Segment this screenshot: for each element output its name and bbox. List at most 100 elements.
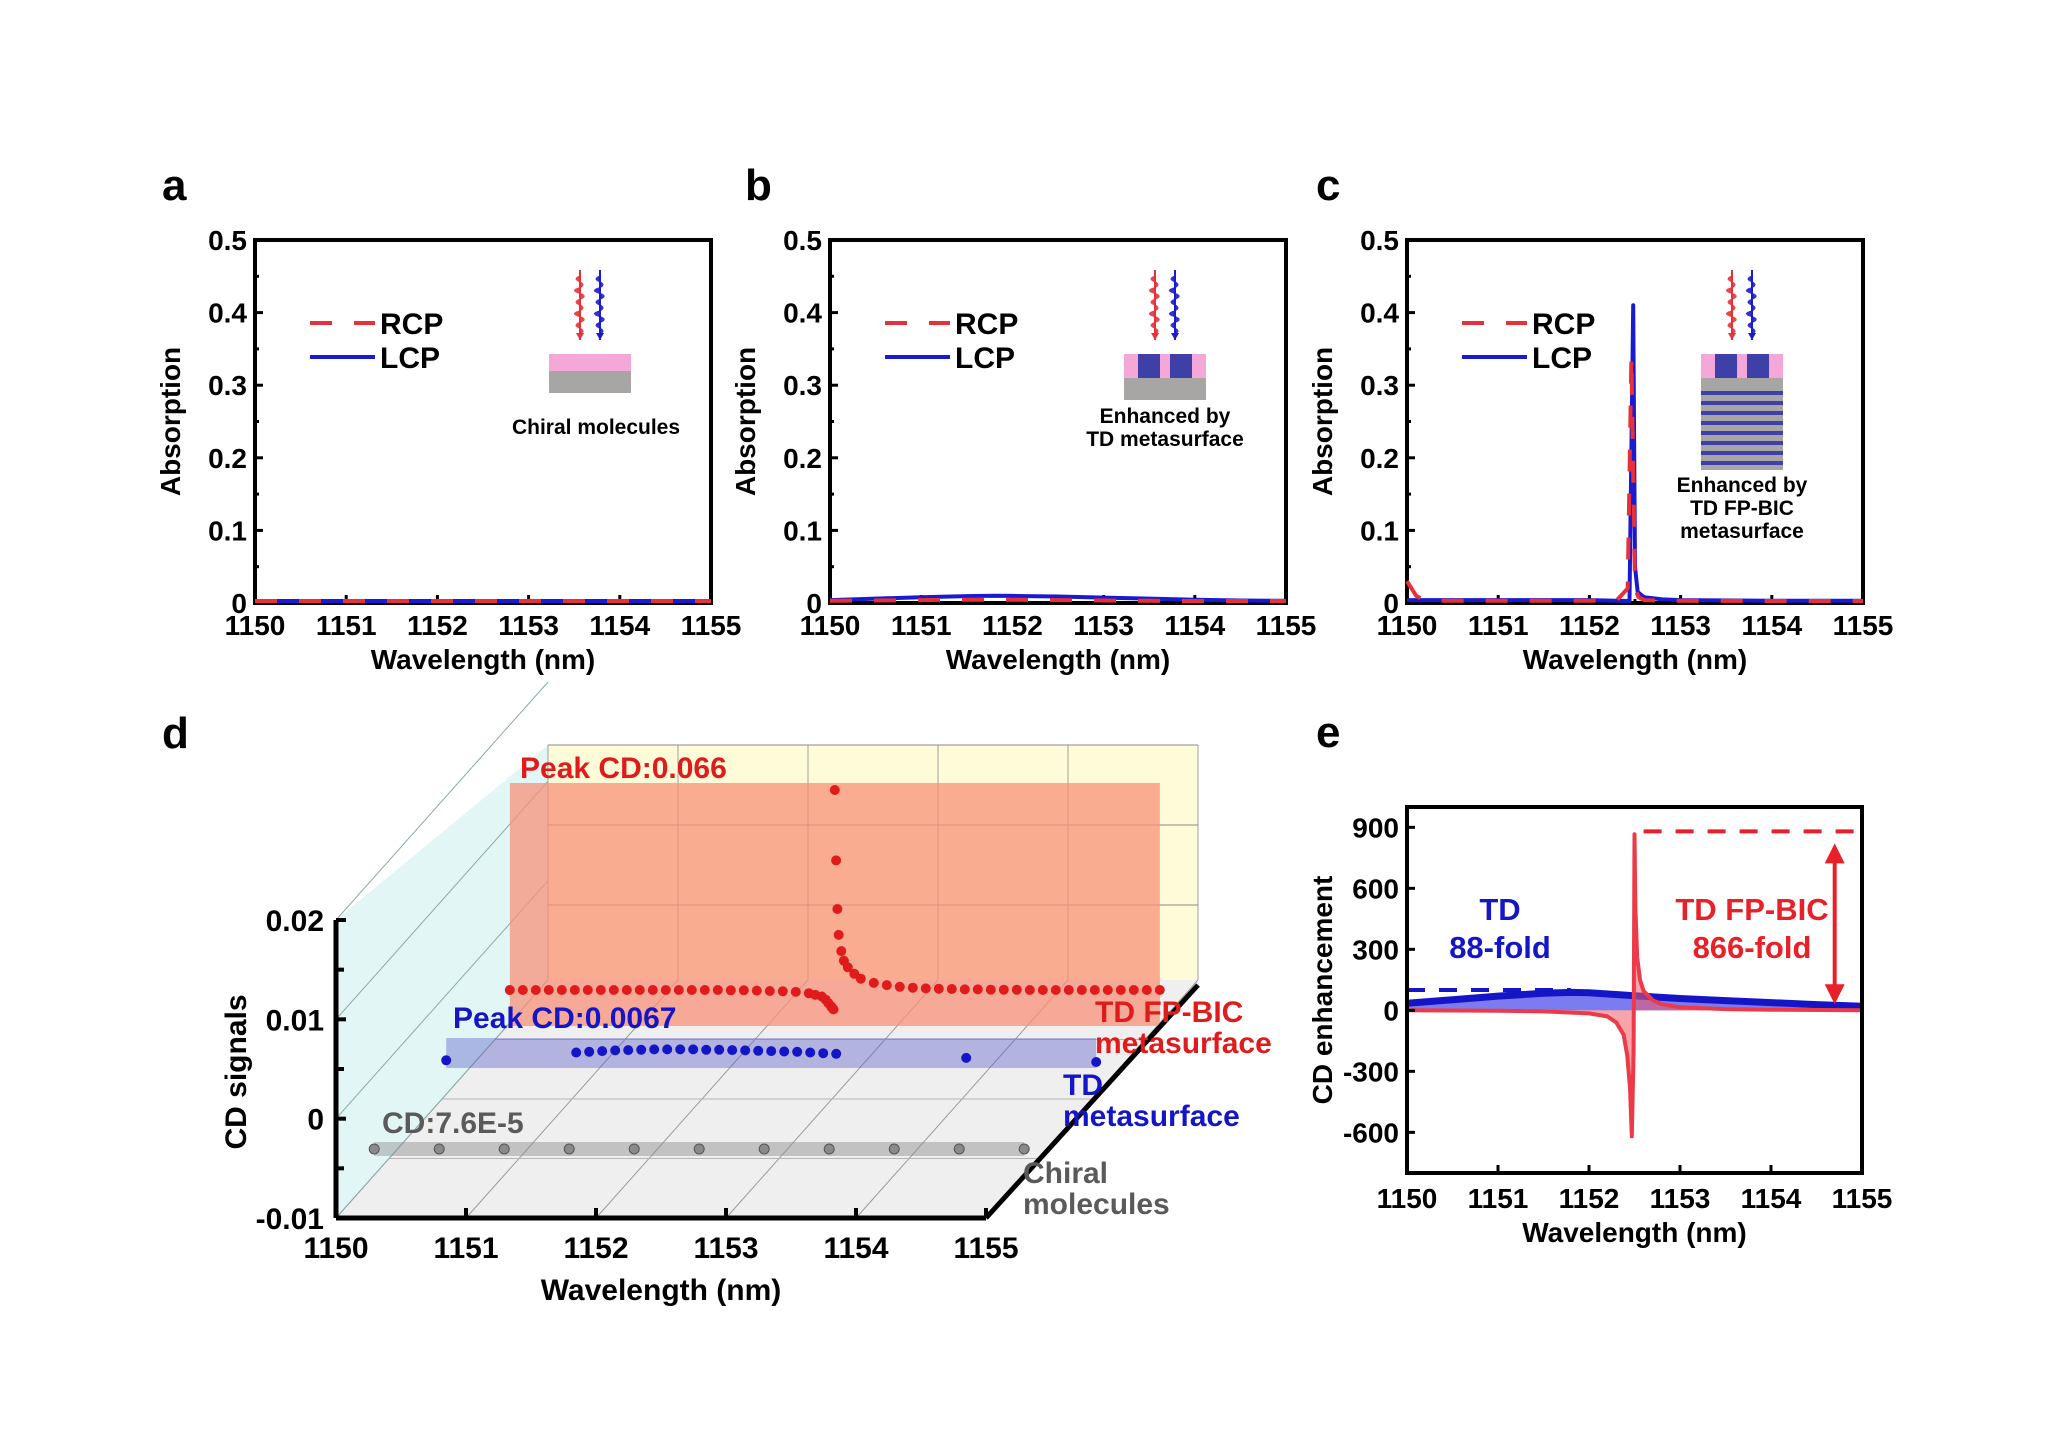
data-point: [842, 962, 853, 973]
inset-caption: TD FP-BIC: [1690, 497, 1794, 520]
data-point: [836, 946, 847, 957]
dbr-layer: [1701, 431, 1783, 435]
legend-lcp-label: LCP: [955, 342, 1015, 375]
y-tick-label: 0.3: [783, 370, 822, 401]
wave-shape: [1745, 275, 1757, 335]
x-tick-label: 1150: [303, 1232, 368, 1265]
peak-label-fpbic: Peak CD:0.066: [520, 752, 727, 785]
data-point: [961, 1052, 972, 1063]
data-point: [647, 985, 658, 995]
y-tick-label: -600: [1343, 1117, 1399, 1148]
wave-shape: [573, 275, 585, 335]
x-tick-label: 1152: [1559, 1183, 1620, 1214]
y-tick-label: 0.3: [1360, 370, 1399, 401]
y-axis-label: CD signals: [220, 994, 253, 1149]
x-tick-label: 1155: [1256, 610, 1317, 641]
inset-caption: Enhanced by: [1677, 474, 1808, 497]
arrow-head-icon: [596, 333, 604, 340]
data-point: [779, 1046, 790, 1057]
inset-caption: Chiral molecules: [512, 416, 680, 439]
y-axis-label: Absorption: [1307, 347, 1338, 496]
data-point: [985, 984, 996, 995]
x-tick-label: 1155: [1832, 1183, 1893, 1214]
data-point: [751, 985, 762, 996]
y-tick-label: 300: [1352, 934, 1399, 965]
inset-illustration: [549, 270, 631, 393]
data-point: [831, 855, 842, 866]
data-point: [740, 1045, 751, 1056]
y-tick-label: -0.01: [256, 1203, 324, 1236]
data-point: [920, 983, 931, 994]
series-label: TD FP-BIC: [1095, 996, 1243, 1029]
x-axis-label: Wavelength (nm): [946, 644, 1171, 675]
data-point: [727, 1045, 738, 1056]
panel-e: e 1150 1151 1152 1153 1154 1155 -600 -300 0 300 600…: [1307, 708, 1892, 1248]
annotation-label: TD FP-BIC: [1675, 892, 1828, 927]
y-tick-label: 0.4: [208, 298, 247, 329]
data-point: [634, 985, 645, 995]
y-axis-label: Absorption: [155, 347, 186, 496]
data-point: [610, 1045, 621, 1056]
series-label: TD: [1063, 1069, 1103, 1102]
data-point: [758, 1143, 770, 1155]
data-point: [818, 1048, 829, 1059]
series-plane-fpbic: [509, 783, 1160, 1026]
x-tick-label: 1150: [1377, 610, 1438, 641]
chiral-layer: [549, 354, 631, 371]
y-tick-label: 600: [1352, 873, 1399, 904]
data-point: [571, 1047, 582, 1058]
data-point: [597, 1046, 608, 1057]
y-tick-label: 0.1: [1360, 515, 1399, 546]
panel-d: d -0.01 0 0.01 0.02 1150 1151 1152 1153 1154 1155 W…: [162, 681, 1272, 1307]
x-axis-label: Wavelength (nm): [371, 644, 596, 675]
data-point: [636, 1044, 647, 1055]
x-tick-label: 1153: [1650, 1183, 1711, 1214]
data-point: [582, 985, 593, 995]
arrow-head-icon: [1171, 333, 1179, 340]
panel-label: a: [162, 161, 187, 210]
data-point: [673, 985, 684, 995]
y-tick-label: -300: [1343, 1056, 1399, 1087]
dbr-layer: [1701, 441, 1783, 445]
x-tick-label: 1153: [498, 610, 559, 641]
data-point: [1050, 985, 1061, 995]
y-tick-label: 0.5: [783, 225, 822, 256]
meta-block: [1747, 354, 1769, 378]
data-point: [649, 1044, 660, 1055]
panel-label: b: [745, 161, 772, 210]
data-point: [1115, 985, 1126, 995]
data-point: [777, 986, 788, 997]
data-point: [766, 1046, 777, 1057]
x-tick-label: 1152: [563, 1232, 628, 1265]
x-tick-label: 1150: [1377, 1183, 1438, 1214]
data-point: [686, 985, 697, 995]
meta-block: [1170, 354, 1192, 378]
dbr-layer: [1701, 451, 1783, 455]
data-point: [1063, 985, 1074, 995]
legend-rcp-label: RCP: [955, 308, 1018, 341]
left-wall-plane: [336, 745, 548, 1218]
annotation-label: 88-fold: [1449, 930, 1551, 965]
y-tick-label: 0: [1383, 588, 1399, 619]
data-point: [623, 1045, 634, 1056]
data-point: [543, 985, 554, 995]
rcp-wave-icon: [1148, 270, 1160, 340]
plot-frame: [1405, 805, 1864, 1175]
y-tick-label: 0.4: [783, 298, 822, 329]
panel-label: d: [162, 709, 189, 758]
data-point: [584, 1046, 595, 1057]
data-point: [828, 1004, 839, 1015]
arrow-up-icon: [1824, 843, 1845, 864]
data-point: [517, 985, 528, 995]
substrate-layer: [1124, 378, 1206, 400]
x-tick-label: 1154: [1741, 610, 1802, 641]
data-point: [1091, 1057, 1102, 1067]
series-label: metasurface: [1063, 1100, 1240, 1133]
data-point: [792, 1046, 803, 1057]
y-tick-label: 0.1: [208, 515, 247, 546]
legend-lcp-label: LCP: [380, 342, 440, 375]
substrate-layer: [549, 371, 631, 393]
data-point: [368, 1143, 380, 1155]
data-point: [831, 1048, 842, 1059]
x-tick-label: 1151: [1468, 1183, 1529, 1214]
